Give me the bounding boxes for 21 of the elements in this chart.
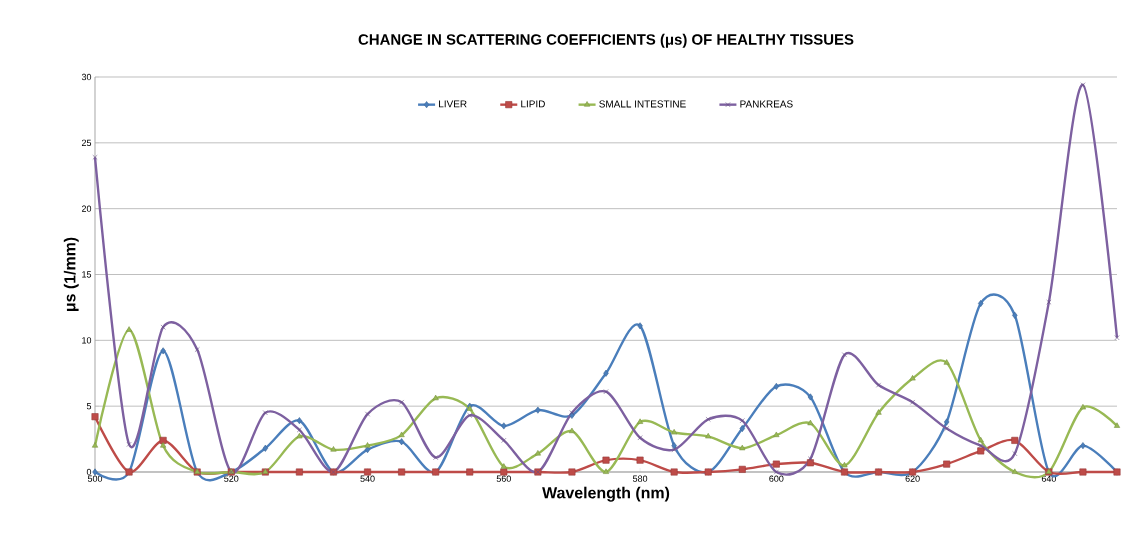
y-tick-label: 20 (81, 205, 92, 212)
y-tick-label: 25 (81, 139, 92, 147)
y-tick-label: 30 (81, 73, 92, 81)
x-tick-label: 560 (496, 475, 511, 482)
x-tick-label: 620 (905, 475, 920, 482)
chart-title: CHANGE IN SCATTERING COEFFICIENTS (μs) OF HEALTHY TISSUES (358, 33, 854, 48)
legend-label: LIVER (439, 100, 467, 108)
x-tick-label: 500 (87, 475, 103, 482)
y-axis-title: μs (1/mm) (63, 237, 79, 312)
x-tick-label: 520 (224, 475, 239, 482)
x-tick-label: 580 (632, 475, 648, 482)
legend-label: LIPID (521, 100, 545, 108)
y-tick-label: 10 (82, 337, 92, 344)
y-tick-label: 0 (86, 468, 92, 476)
legend-label: SMALL INTESTINE (599, 100, 686, 108)
y-tick-label: 5 (86, 403, 92, 410)
x-tick-label: 540 (360, 475, 375, 482)
x-axis-title: Wavelength (nm) (542, 486, 670, 502)
y-tick-label: 15 (82, 271, 92, 278)
x-tick-label: 600 (769, 475, 784, 482)
legend-label: PANKREAS (740, 100, 793, 108)
